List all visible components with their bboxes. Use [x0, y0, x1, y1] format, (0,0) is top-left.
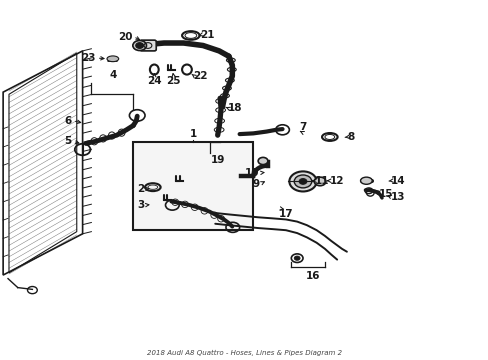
- Text: 24: 24: [147, 76, 161, 86]
- Text: 2: 2: [137, 184, 144, 194]
- Text: 10: 10: [244, 168, 259, 178]
- Text: 18: 18: [227, 103, 242, 113]
- Circle shape: [133, 41, 146, 50]
- Circle shape: [294, 175, 311, 188]
- Text: 3: 3: [137, 200, 144, 210]
- Text: 13: 13: [390, 192, 405, 202]
- Ellipse shape: [107, 56, 119, 62]
- FancyBboxPatch shape: [140, 40, 156, 51]
- Ellipse shape: [258, 157, 267, 165]
- Text: 4: 4: [109, 69, 116, 80]
- Circle shape: [136, 42, 143, 48]
- Text: 11: 11: [315, 176, 329, 186]
- Text: 25: 25: [166, 76, 181, 86]
- Text: 19: 19: [210, 155, 224, 165]
- Text: 23: 23: [81, 53, 96, 63]
- Circle shape: [289, 171, 316, 192]
- Text: 9: 9: [251, 179, 259, 189]
- Text: 15: 15: [378, 189, 392, 199]
- Text: 21: 21: [200, 30, 215, 40]
- Ellipse shape: [314, 177, 325, 186]
- Text: 2018 Audi A8 Quattro - Hoses, Lines & Pipes Diagram 2: 2018 Audi A8 Quattro - Hoses, Lines & Pi…: [146, 350, 342, 356]
- Text: 17: 17: [278, 210, 293, 219]
- Text: 8: 8: [346, 132, 353, 142]
- Bar: [133, 142, 252, 230]
- Text: 6: 6: [64, 116, 71, 126]
- Text: 22: 22: [193, 71, 207, 81]
- Text: 20: 20: [118, 32, 132, 41]
- Text: 7: 7: [299, 122, 306, 132]
- Text: 12: 12: [329, 176, 344, 186]
- Text: 16: 16: [305, 271, 319, 282]
- Ellipse shape: [360, 177, 371, 184]
- Circle shape: [299, 179, 306, 184]
- Text: 5: 5: [64, 136, 71, 146]
- Text: 1: 1: [189, 129, 197, 139]
- Text: 14: 14: [390, 176, 405, 186]
- Circle shape: [294, 256, 300, 260]
